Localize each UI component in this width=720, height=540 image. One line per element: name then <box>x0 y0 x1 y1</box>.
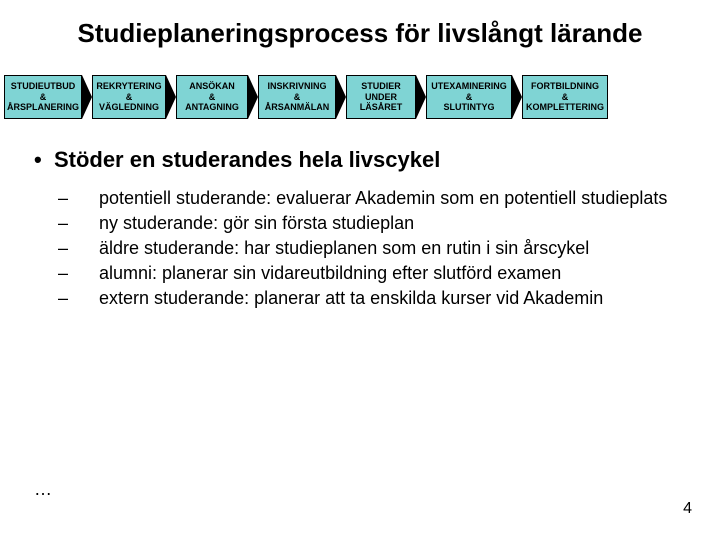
sub-bullet-text: potentiell studerande: evaluerar Akademi… <box>94 188 667 208</box>
flow-stage-line: KOMPLETTERING <box>526 102 604 112</box>
ellipsis: … <box>34 479 54 500</box>
flow-stage-line: STUDIER <box>361 81 401 91</box>
bullet-dot: • <box>34 147 42 172</box>
sub-bullet-item: – äldre studerande: har studieplanen som… <box>76 237 686 260</box>
page-number: 4 <box>683 500 692 518</box>
flow-stage-line: LÄSÅRET <box>360 102 403 112</box>
sub-bullet-item: – alumni: planerar sin vidareutbildning … <box>76 262 686 285</box>
flow-arrow-icon <box>166 75 176 119</box>
slide: Studieplaneringsprocess för livslångt lä… <box>0 0 720 540</box>
sub-bullet-text: äldre studerande: har studieplanen som e… <box>94 238 589 258</box>
flow-stage: STUDIERUNDERLÄSÅRET <box>346 75 416 119</box>
dash-icon: – <box>76 287 94 310</box>
flow-arrow-icon <box>336 75 346 119</box>
flow-stage-line: STUDIEUTBUD <box>11 81 76 91</box>
lead-bullet-line: • Stöder en studerandes hela livscykel <box>34 147 686 173</box>
sub-bullet-item: – potentiell studerande: evaluerar Akade… <box>76 187 686 210</box>
body-content: • Stöder en studerandes hela livscykel –… <box>0 119 720 310</box>
flow-stage-line: INSKRIVNING <box>267 81 326 91</box>
process-flow: STUDIEUTBUD&ÅRSPLANERINGREKRYTERING&VÄGL… <box>0 75 720 119</box>
flow-stage-line: ÅRSPLANERING <box>7 102 79 112</box>
flow-stage-line: ÅRSANMÄLAN <box>265 102 330 112</box>
dash-icon: – <box>76 237 94 260</box>
flow-arrow-icon <box>512 75 522 119</box>
flow-stage: STUDIEUTBUD&ÅRSPLANERING <box>4 75 82 119</box>
flow-stage-line: SLUTINTYG <box>444 102 495 112</box>
lead-text: Stöder en studerandes hela livscykel <box>54 147 440 172</box>
flow-stage: FORTBILDNING&KOMPLETTERING <box>522 75 608 119</box>
flow-stage-line: & <box>209 92 216 102</box>
flow-stage-line: & <box>294 92 301 102</box>
flow-stage-line: VÄGLEDNING <box>99 102 159 112</box>
flow-stage: UTEXAMINERING&SLUTINTYG <box>426 75 512 119</box>
sub-bullet-text: extern studerande: planerar att ta enski… <box>94 288 603 308</box>
sub-bullet-list: – potentiell studerande: evaluerar Akade… <box>34 187 686 310</box>
flow-stage: INSKRIVNING&ÅRSANMÄLAN <box>258 75 336 119</box>
sub-bullet-text: ny studerande: gör sin första studieplan <box>94 213 414 233</box>
flow-arrow-icon <box>416 75 426 119</box>
flow-stage-line: UNDER <box>365 92 397 102</box>
flow-stage: ANSÖKAN&ANTAGNING <box>176 75 248 119</box>
flow-stage-line: REKRYTERING <box>96 81 161 91</box>
flow-stage-line: ANSÖKAN <box>189 81 235 91</box>
flow-stage-line: & <box>40 92 47 102</box>
flow-arrow-icon <box>82 75 92 119</box>
flow-stage-line: & <box>126 92 133 102</box>
dash-icon: – <box>76 212 94 235</box>
page-title: Studieplaneringsprocess för livslångt lä… <box>0 0 720 67</box>
dash-icon: – <box>76 187 94 210</box>
sub-bullet-text: alumni: planerar sin vidareutbildning ef… <box>94 263 561 283</box>
flow-stage-line: ANTAGNING <box>185 102 239 112</box>
sub-bullet-item: – ny studerande: gör sin första studiepl… <box>76 212 686 235</box>
flow-stage-line: & <box>562 92 569 102</box>
flow-stage: REKRYTERING&VÄGLEDNING <box>92 75 166 119</box>
sub-bullet-item: – extern studerande: planerar att ta ens… <box>76 287 686 310</box>
flow-stage-line: FORTBILDNING <box>531 81 599 91</box>
flow-stage-line: & <box>466 92 473 102</box>
flow-stage-line: UTEXAMINERING <box>431 81 507 91</box>
dash-icon: – <box>76 262 94 285</box>
flow-arrow-icon <box>248 75 258 119</box>
